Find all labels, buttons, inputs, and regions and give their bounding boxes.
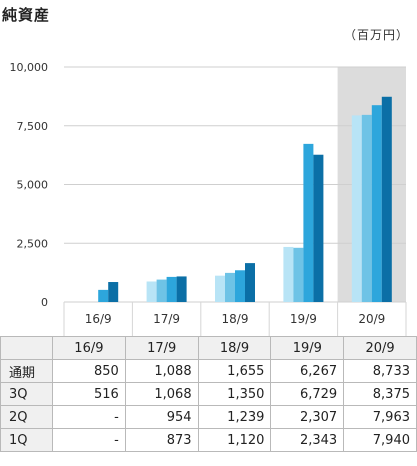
y-tick-label: 2,500: [17, 237, 49, 250]
table-cell: -: [52, 405, 126, 429]
bar-通期-19/9: [313, 154, 324, 302]
bar-3Q-16/9: [98, 289, 109, 302]
bar-3Q-18/9: [235, 270, 245, 302]
table-cell: 2,307: [270, 405, 345, 429]
table-row: 3Q 516 1,068 1,350 6,729 8,375: [0, 382, 417, 406]
column-header: 17/9: [124, 336, 199, 360]
row-label: 通期: [0, 359, 53, 383]
table-corner-cell: [0, 336, 53, 360]
bar-1Q-17/9: [146, 281, 157, 302]
table-row: 通期 850 1,088 1,655 6,267 8,733: [0, 359, 417, 383]
y-tick-label: 5,000: [17, 179, 49, 192]
column-header: 16/9: [52, 336, 126, 360]
bar-通期-20/9: [381, 96, 392, 302]
bar-3Q-20/9: [371, 105, 382, 302]
x-tick-label: 20/9: [358, 312, 385, 326]
table-cell: 7,963: [343, 405, 417, 429]
column-header: 18/9: [197, 336, 272, 360]
bar-2Q-18/9: [225, 272, 235, 302]
bar-2Q-19/9: [293, 247, 304, 302]
y-tick-label: 10,000: [10, 61, 49, 74]
table-row: 2Q - 954 1,239 2,307 7,963: [0, 405, 417, 429]
table-cell: 7,940: [343, 428, 417, 452]
table-cell: 873: [124, 428, 199, 452]
table-cell: 8,375: [343, 382, 417, 406]
table-cell: 6,729: [270, 382, 345, 406]
bar-1Q-19/9: [283, 246, 294, 302]
bar-通期-17/9: [176, 276, 187, 302]
table-cell: 6,267: [270, 359, 345, 383]
x-tick-label: 16/9: [85, 312, 112, 326]
bar-1Q-20/9: [351, 115, 362, 302]
x-tick-label: 17/9: [153, 312, 180, 326]
table-header-row: 16/9 17/9 18/9 19/9 20/9: [0, 336, 417, 360]
bar-3Q-19/9: [303, 143, 314, 302]
table-cell: 516: [52, 382, 126, 406]
table-cell: 1,088: [124, 359, 199, 383]
chart-title: 純資産: [2, 6, 51, 24]
column-header: 19/9: [270, 336, 345, 360]
bar-2Q-17/9: [156, 279, 167, 302]
bar-通期-16/9: [108, 282, 119, 302]
x-tick-label: 18/9: [222, 312, 249, 326]
table-cell: 1,350: [197, 382, 272, 406]
table-cell: 1,068: [124, 382, 199, 406]
table-cell: 954: [124, 405, 199, 429]
bar-chart: 0 2,500 5,000 7,500 10,000 16/9 17/9 18/9 19/9 20…: [10, 61, 407, 336]
table-cell: 8,733: [343, 359, 417, 383]
bar-2Q-20/9: [361, 114, 372, 302]
column-header: 20/9: [343, 336, 417, 360]
x-tick-label: 19/9: [290, 312, 317, 326]
y-tick-label: 7,500: [17, 120, 49, 133]
table-cell: 850: [52, 359, 126, 383]
table-cell: 2,343: [270, 428, 345, 452]
table-cell: 1,239: [197, 405, 272, 429]
row-label: 1Q: [0, 428, 53, 452]
data-table: 16/9 17/9 18/9 19/9 20/9 通期 850 1,088 1,…: [0, 336, 417, 452]
bar-3Q-17/9: [166, 276, 177, 302]
bar-1Q-18/9: [215, 275, 225, 302]
row-label: 3Q: [0, 382, 53, 406]
row-label: 2Q: [0, 405, 53, 429]
y-tick-label: 0: [41, 296, 48, 309]
table-cell: 1,120: [197, 428, 272, 452]
unit-label: （百万円）: [343, 28, 409, 42]
table-cell: 1,655: [197, 359, 272, 383]
table-cell: -: [52, 428, 126, 452]
bar-通期-18/9: [245, 263, 255, 302]
table-row: 1Q - 873 1,120 2,343 7,940: [0, 428, 417, 452]
